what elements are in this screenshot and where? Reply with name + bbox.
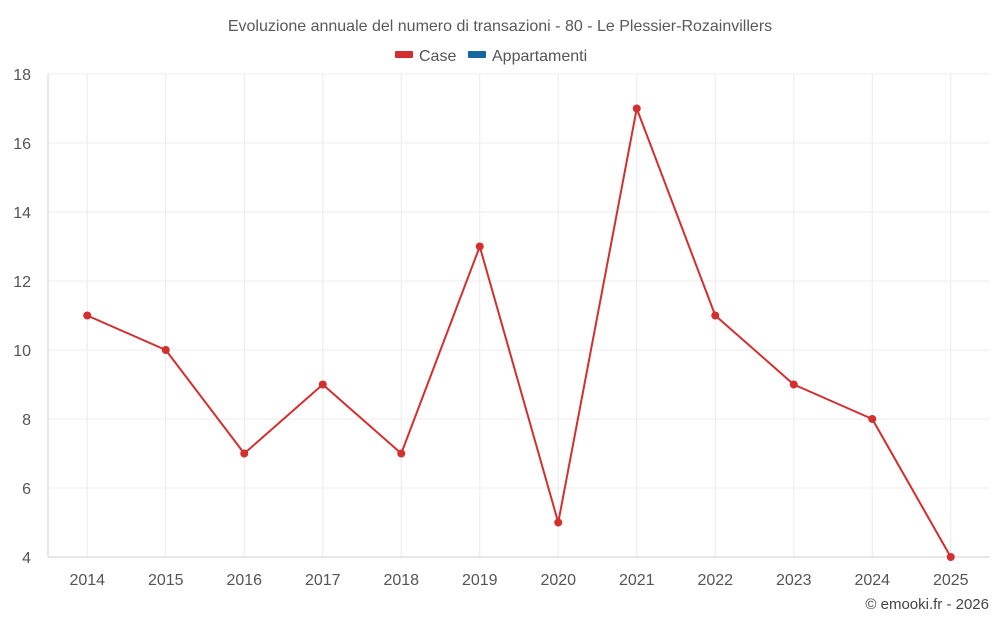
data-point-case-2020[interactable] [554,518,563,527]
x-tick-label: 2016 [226,572,262,589]
y-tick-label: 4 [22,550,31,567]
x-tick-label: 2018 [383,572,419,589]
data-point-case-2025[interactable] [946,553,955,561]
data-point-case-2019[interactable] [475,242,484,251]
x-tick-label: 2021 [619,572,655,589]
data-point-case-2014[interactable] [83,311,92,320]
x-tick-label: 2019 [462,572,498,589]
data-point-case-2024[interactable] [868,415,877,423]
data-point-case-2023[interactable] [789,380,798,389]
data-point-case-2015[interactable] [161,346,170,354]
y-tick-label: 14 [13,205,31,222]
y-tick-label: 6 [22,481,31,498]
chart-title: Evoluzione annuale del numero di transaz… [228,18,772,35]
legend-label-appartamenti: Appartamenti [492,48,587,65]
x-tick-label: 2017 [305,572,341,589]
x-tick-label: 2020 [540,572,576,589]
data-point-case-2022[interactable] [711,311,720,320]
credit-text: © emooki.fr - 2026 [865,596,989,613]
x-tick-label: 2024 [854,572,890,589]
x-tick-label: 2025 [933,572,969,589]
axes: 4 6 8 10 12 14 16 18 2014 2015 2016 2017 2018 2019 202… [13,67,990,589]
data-point-case-2021[interactable] [632,104,641,113]
legend-label-case: Case [419,48,456,65]
x-tick-label: 2015 [148,572,184,589]
legend-item-case[interactable]: Case [395,48,456,65]
legend: Case Appartamenti [395,48,587,65]
data-point-case-2018[interactable] [397,449,406,458]
data-point-case-2016[interactable] [240,449,249,458]
legend-item-appartamenti[interactable]: Appartamenti [468,48,587,65]
data-point-case-2017[interactable] [318,380,327,389]
grid [48,73,990,557]
y-tick-label: 12 [13,274,31,291]
y-tick-label: 8 [22,412,31,429]
series [83,104,955,561]
y-tick-label: 18 [13,67,31,84]
x-tick-label: 2014 [69,572,105,589]
y-tick-label: 10 [13,343,31,360]
y-tick-label: 16 [13,136,31,153]
x-tick-label: 2023 [776,572,812,589]
legend-swatch-case [395,51,413,58]
series-line-case [86,107,952,558]
legend-swatch-appartamenti [468,51,486,58]
x-tick-label: 2022 [697,572,733,589]
